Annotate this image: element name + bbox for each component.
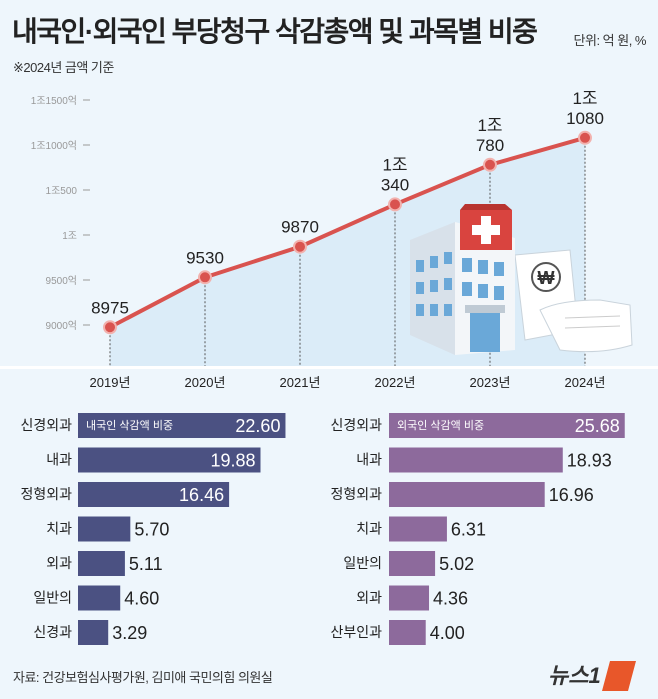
series-line: [109, 135, 586, 330]
series-label: 내국인 삭감액 비중: [86, 419, 173, 432]
bar-category-label: 산부인과: [330, 624, 382, 640]
bar-value-label: 4.00: [430, 623, 465, 643]
bar-category-label: 정형외과: [20, 486, 72, 502]
data-label: 1조: [382, 155, 407, 174]
bar-category-label: 치과: [356, 521, 382, 537]
bar-category-label: 치과: [46, 521, 72, 537]
bar: [78, 447, 261, 473]
data-label: 8975: [91, 298, 129, 317]
x-tick-label: 2020년: [185, 375, 226, 390]
bar-value-label: 22.60: [235, 416, 280, 436]
bar: [389, 551, 436, 576]
note-label: ※2024년 금액 기준: [13, 60, 114, 75]
bar: [78, 413, 286, 438]
bar: [78, 516, 131, 542]
data-label: 340: [381, 175, 409, 194]
series-label: 외국인 삭감액 비중: [397, 419, 484, 432]
bar-value-label: 18.93: [567, 451, 612, 471]
news1-logo: 뉴스1: [548, 657, 638, 698]
bar-value-label: 25.68: [575, 416, 620, 436]
data-label: 780: [476, 136, 504, 155]
bar-category-label: 외과: [46, 555, 72, 571]
bar: [78, 551, 125, 576]
bar-value-label: 16.96: [549, 485, 594, 505]
data-label: 1조: [572, 89, 597, 108]
hospital-building-icon: [410, 204, 515, 355]
bar-value-label: 4.60: [124, 589, 159, 609]
bar-category-label: 신경외과: [20, 417, 72, 433]
bar-value-label: 4.36: [433, 589, 468, 609]
bar-value-label: 6.31: [451, 520, 486, 540]
data-label: 9530: [186, 248, 224, 267]
x-tick-label: 2022년: [375, 375, 416, 390]
bar: [389, 413, 625, 438]
bar-category-label: 신경과: [33, 624, 72, 640]
bar-category-label: 정형외과: [330, 486, 382, 502]
data-label: 1조: [477, 116, 502, 135]
bar-category-label: 일반의: [343, 555, 382, 571]
bar-value-label: 5.11: [129, 554, 163, 574]
y-tick-label: 9000억: [46, 320, 77, 332]
bar: [78, 620, 109, 645]
bar: [389, 447, 563, 473]
data-point: [483, 157, 497, 172]
bar-category-label: 신경외과: [330, 417, 382, 433]
bar-value-label: 5.70: [134, 520, 169, 540]
svg-text:₩: ₩: [538, 268, 555, 288]
data-label: 9870: [281, 218, 319, 237]
data-point: [293, 239, 307, 254]
bar-category-label: 내과: [46, 452, 72, 468]
bar: [389, 516, 447, 542]
bar-value-label: 19.88: [210, 451, 255, 471]
x-tick-label: 2021년: [280, 375, 321, 390]
page-title: 내국인·외국인 부당청구 삭감총액 및 과목별 비중: [12, 16, 538, 47]
bar: [78, 482, 230, 507]
data-point: [578, 130, 592, 145]
data-point: [198, 270, 212, 285]
y-tick-label: 1조1500억: [31, 95, 77, 107]
x-tick-label: 2024년: [565, 375, 606, 390]
y-tick-label: 1조: [62, 231, 77, 242]
hospital-illustration: ₩: [410, 204, 633, 355]
x-tick-label: 2023년: [470, 375, 511, 390]
bar: [78, 585, 121, 611]
data-point: [103, 320, 117, 335]
y-tick-label: 1조1000억: [31, 140, 77, 152]
bar-value-label: 5.02: [439, 554, 474, 574]
unit-label: 단위: 억 원, %: [573, 33, 647, 48]
bar-value-label: 16.46: [179, 485, 224, 505]
bar-category-label: 일반의: [33, 590, 72, 606]
y-tick-label: 1조500: [46, 186, 78, 197]
bar: [389, 482, 545, 507]
data-label: 1080: [566, 109, 604, 128]
bar-category-label: 내과: [356, 452, 382, 468]
section-divider: [0, 366, 658, 369]
source-credit: 자료: 건강보험심사평가원, 김미애 국민의힘 의원실: [13, 670, 273, 685]
bar: [389, 585, 430, 611]
x-tick-label: 2019년: [90, 375, 131, 390]
receipt-icon: ₩: [514, 249, 633, 353]
y-tick-label: 9500억: [46, 275, 77, 287]
bar-category-label: 외과: [356, 590, 382, 606]
bar-value-label: 3.29: [112, 623, 147, 643]
data-point: [388, 197, 402, 212]
logo-text: 뉴스1: [548, 663, 601, 688]
bar: [389, 620, 426, 645]
